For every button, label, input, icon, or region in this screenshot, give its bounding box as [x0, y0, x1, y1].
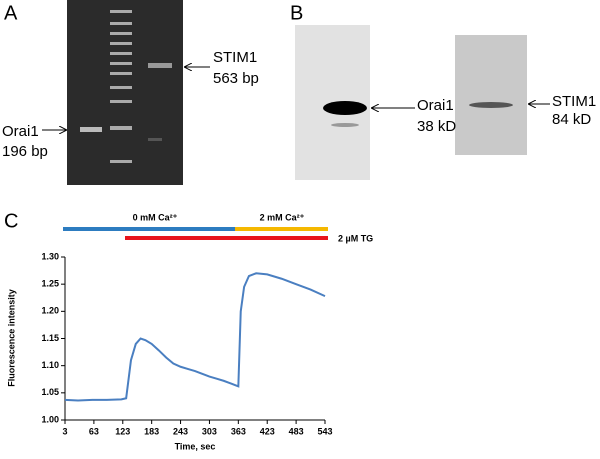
treatment-label: 0 mM Ca²⁺ — [133, 212, 178, 222]
panel-label: B — [290, 2, 303, 24]
y-tick-label: 1.25 — [41, 279, 59, 289]
x-tick-label: 543 — [317, 426, 332, 436]
band-size: 38 kD — [417, 118, 456, 135]
data-line — [64, 272, 326, 402]
y-axis-label: Fluorescence intensity — [6, 289, 16, 387]
x-tick-label: 363 — [231, 426, 246, 436]
y-tick-label: 1.15 — [41, 333, 59, 343]
band-size: 84 kD — [552, 111, 591, 128]
x-tick-label: 423 — [260, 426, 275, 436]
gel-image — [67, 0, 183, 185]
band-name: Orai1 — [2, 123, 39, 140]
x-tick-label: 243 — [173, 426, 188, 436]
band-size: 563 bp — [213, 70, 259, 87]
y-tick-label: 1.05 — [41, 387, 59, 397]
x-tick-label: 183 — [144, 426, 159, 436]
panel-label: C — [4, 210, 18, 232]
panel-label: A — [4, 2, 18, 24]
treatment-label: 2 µM TG — [338, 233, 373, 243]
y-tick-label: 1.30 — [41, 251, 59, 261]
band-size: 196 bp — [2, 143, 48, 160]
x-tick-label: 303 — [202, 426, 217, 436]
x-tick-label: 123 — [115, 426, 130, 436]
x-tick-label: 3 — [62, 426, 67, 436]
x-tick-label: 483 — [289, 426, 304, 436]
x-tick-label: 63 — [89, 426, 99, 436]
band-name: STIM1 — [213, 49, 257, 66]
y-tick-label: 1.20 — [41, 306, 59, 316]
y-tick-label: 1.00 — [41, 414, 59, 424]
band-name: Orai1 — [417, 97, 454, 114]
y-tick-label: 1.10 — [41, 360, 59, 370]
band-name: STIM1 — [552, 93, 596, 110]
blot-image — [295, 25, 527, 180]
treatment-label: 2 mM Ca²⁺ — [260, 212, 305, 222]
x-axis-label: Time, sec — [175, 441, 216, 451]
